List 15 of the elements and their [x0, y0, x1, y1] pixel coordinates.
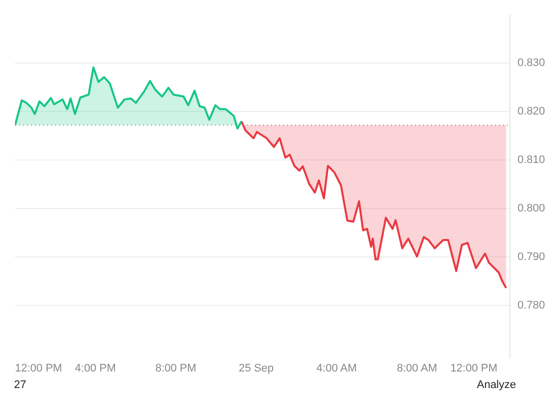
x-tick-label: 8:00 PM [155, 362, 196, 374]
y-tick-label: 0.800 [517, 202, 546, 215]
text: Analyze [476, 379, 516, 392]
text: 27 [14, 379, 26, 392]
y-tick-label: 0.780 [517, 300, 546, 312]
x-tick-label: 8:00 AM [396, 362, 438, 374]
x-tick-label: 4:00 AM [316, 362, 357, 374]
y-tick-label: 0.790 [517, 251, 546, 264]
x-tick-label: 12:00 PM [450, 362, 498, 374]
y-tick-label: 0.820 [517, 106, 546, 118]
x-tick-label: 25 Sep [238, 362, 274, 374]
x-tick-label: 12:00 PM [15, 362, 62, 374]
y-tick-label: 0.830 [517, 57, 546, 70]
y-tick-label: 0.810 [517, 154, 546, 166]
x-tick-label: 4:00 PM [74, 362, 116, 374]
